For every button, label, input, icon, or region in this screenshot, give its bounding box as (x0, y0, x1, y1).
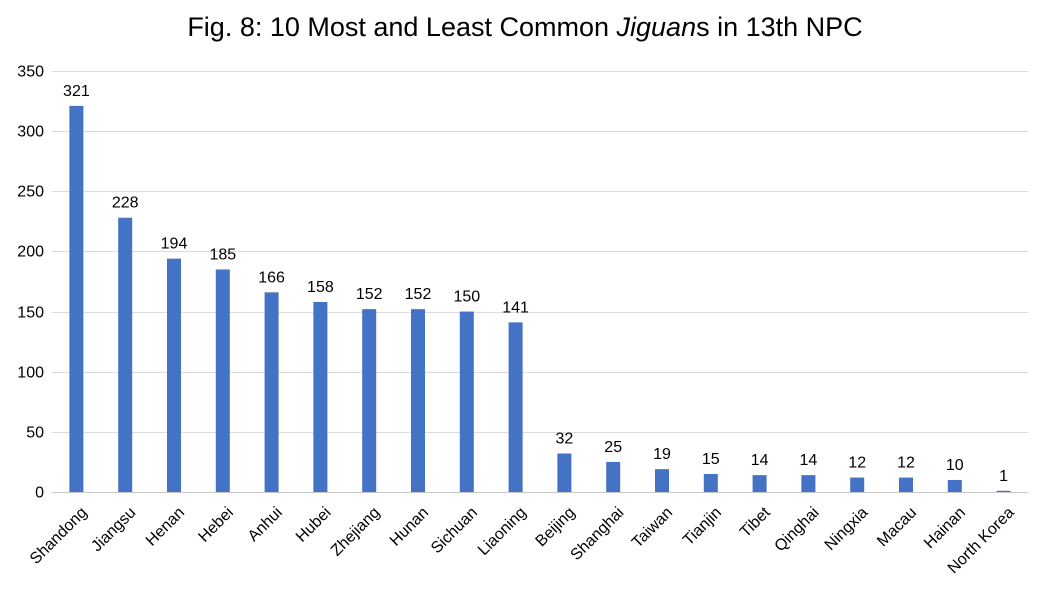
data-label: 166 (258, 269, 285, 286)
data-label: 158 (307, 279, 334, 296)
bar (850, 477, 865, 492)
y-tick-label: 50 (26, 425, 44, 442)
bar (215, 269, 230, 492)
bar (411, 309, 425, 492)
x-tick-label: Sichuan (428, 504, 481, 557)
bar (899, 477, 913, 492)
data-label: 152 (405, 286, 432, 303)
data-label: 15 (702, 451, 720, 468)
chart-title-italic: Jiguan (616, 12, 697, 42)
data-label: 194 (161, 236, 188, 253)
gridlines (52, 71, 1028, 493)
data-label: 32 (556, 431, 574, 448)
bar (508, 322, 523, 492)
x-tick-label: Taiwan (629, 504, 676, 551)
bar (996, 490, 1011, 492)
x-tick-label: Ningxia (822, 504, 872, 554)
x-tick-label: Henan (143, 504, 188, 549)
x-tick-label: Hubei (293, 504, 335, 546)
bars (69, 105, 1011, 492)
x-tick-label: Beijing (533, 504, 579, 550)
data-label: 12 (897, 455, 915, 472)
x-tick-label: Hainan (921, 504, 969, 552)
data-label: 19 (653, 446, 671, 463)
bar (69, 105, 84, 492)
data-label: 152 (356, 286, 383, 303)
x-tick-label: Tianjin (680, 504, 725, 549)
bar (118, 217, 133, 492)
y-tick-label: 250 (17, 184, 44, 201)
x-tick-label: Shandong (27, 504, 91, 568)
chart-title-prefix: Fig. 8: 10 Most and Least Common (187, 12, 617, 42)
bar (606, 461, 621, 492)
data-label: 185 (209, 246, 236, 263)
data-label: 1 (999, 468, 1008, 485)
bar (801, 475, 816, 492)
data-label: 150 (453, 289, 480, 306)
x-tick-label: Liaoning (475, 504, 530, 559)
bar (459, 311, 474, 492)
bar (655, 469, 669, 492)
bar (557, 453, 572, 492)
data-label: 141 (502, 299, 529, 316)
bar (264, 292, 279, 492)
x-tick-label: Zhejiang (328, 504, 383, 559)
y-tick-label: 0 (35, 485, 44, 502)
bar (752, 475, 767, 492)
data-label: 12 (848, 455, 866, 472)
x-tick-label: Macau (874, 504, 920, 550)
chart-title: Fig. 8: 10 Most and Least Common Jiguans… (0, 12, 1050, 43)
bar (313, 301, 328, 492)
data-label: 228 (112, 195, 139, 212)
y-tick-label: 350 (17, 64, 44, 81)
data-label: 14 (751, 452, 769, 469)
bar (167, 258, 181, 492)
data-label: 14 (800, 452, 818, 469)
x-tick-label: Jiangsu (88, 504, 139, 555)
bar (947, 479, 962, 492)
y-tick-label: 150 (17, 305, 44, 322)
y-axis-ticks: 0 50 100 150 200 250 300 350 (17, 64, 44, 502)
y-tick-label: 300 (17, 124, 44, 141)
y-tick-label: 200 (17, 244, 44, 261)
bar (703, 473, 718, 492)
y-tick-label: 100 (17, 365, 44, 382)
data-label: 25 (604, 439, 622, 456)
data-label: 321 (63, 83, 90, 100)
chart-title-suffix: s in 13th NPC (696, 12, 863, 42)
x-tick-label: Tibet (737, 504, 774, 541)
bar (362, 309, 377, 492)
data-label: 10 (946, 457, 964, 474)
x-tick-label: Hebei (195, 504, 237, 546)
x-tick-label: Hunan (387, 504, 432, 549)
x-tick-label: Anhui (245, 504, 286, 545)
x-tick-label: Shanghai (568, 504, 628, 564)
x-tick-label: Qinghai (772, 504, 823, 555)
